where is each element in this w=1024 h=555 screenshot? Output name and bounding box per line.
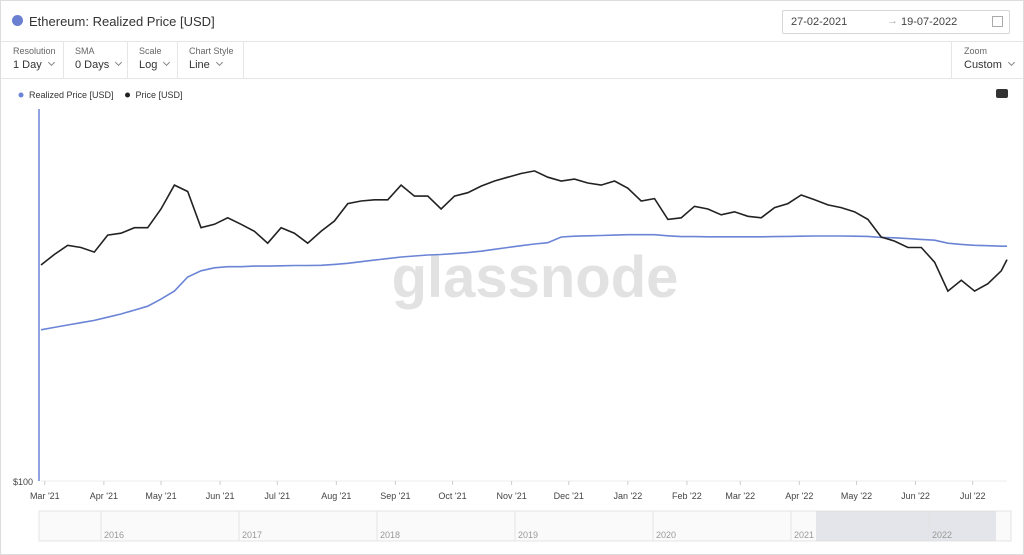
control-label: Chart Style bbox=[189, 46, 234, 56]
control-label: SMA bbox=[75, 46, 95, 56]
x-tick-label: Jun '22 bbox=[901, 491, 930, 501]
control[interactable]: Chart Style Line bbox=[177, 42, 244, 78]
watermark: glassnode bbox=[392, 245, 679, 310]
control-value[interactable]: Log bbox=[139, 58, 171, 71]
arrow: → bbox=[887, 15, 898, 27]
x-tick-label: Oct '21 bbox=[438, 491, 466, 501]
zoom-control[interactable]: Zoom Custom bbox=[951, 42, 1023, 78]
navigator-year: 2019 bbox=[518, 530, 538, 540]
series-line bbox=[40, 233, 1007, 331]
x-tick-label: May '22 bbox=[841, 491, 872, 501]
navigator-year: 2021 bbox=[794, 530, 814, 540]
legend-label: Realized Price [USD] bbox=[29, 90, 114, 100]
legend-label: Price [USD] bbox=[136, 90, 183, 100]
controls: Resolution 1 Day SMA 0 Days Scale Log Chart… bbox=[1, 42, 1023, 79]
legend-marker bbox=[125, 92, 131, 98]
camera-icon[interactable] bbox=[996, 89, 1008, 98]
control-value[interactable]: Line bbox=[189, 58, 223, 71]
x-tick-label: Mar '21 bbox=[30, 491, 60, 501]
x-tick-label: Apr '21 bbox=[90, 491, 118, 501]
control-label: Resolution bbox=[13, 46, 56, 56]
x-tick-label: May '21 bbox=[145, 491, 176, 501]
x-tick-label: Nov '21 bbox=[496, 491, 526, 501]
chart-title: Ethereum: Realized Price [USD] bbox=[29, 14, 215, 29]
control[interactable]: Scale Log bbox=[127, 42, 178, 78]
control-value[interactable]: 0 Days bbox=[75, 58, 123, 71]
navigator-selection[interactable] bbox=[816, 511, 996, 541]
chevron[interactable] bbox=[1007, 58, 1015, 67]
chevron[interactable] bbox=[47, 58, 55, 67]
x-tick-label: Feb '22 bbox=[672, 491, 702, 501]
navigator-year: 2018 bbox=[380, 530, 400, 540]
x-tick-label: Jan '22 bbox=[613, 491, 642, 501]
x-tick-label: Jul '22 bbox=[960, 491, 986, 501]
navigator-year: 2020 bbox=[656, 530, 676, 540]
date-range[interactable]: 27-02-2021 → 19-07-2022 bbox=[782, 10, 1010, 34]
x-tick-label: Jul '21 bbox=[264, 491, 290, 501]
x-tick-label: Mar '22 bbox=[725, 491, 755, 501]
navigator-year: 2016 bbox=[104, 530, 124, 540]
control-label: Zoom bbox=[964, 46, 988, 56]
x-tick-label: Aug '21 bbox=[321, 491, 351, 501]
navigator-year: 2022 bbox=[932, 530, 952, 540]
x-tick-label: Jun '21 bbox=[206, 491, 235, 501]
calendar-icon[interactable] bbox=[992, 16, 1003, 27]
legend-marker bbox=[18, 92, 24, 98]
x-tick-label: Sep '21 bbox=[380, 491, 410, 501]
y-tick-label: $100 bbox=[13, 477, 33, 487]
series-line bbox=[40, 170, 1008, 293]
navigator-year: 2017 bbox=[242, 530, 262, 540]
chart: glassnode $100 Mar '21 Apr '21 May '21 Jun '… bbox=[13, 89, 1012, 542]
x-tick-label: Dec '21 bbox=[554, 491, 584, 501]
x-tick-label: Apr '22 bbox=[785, 491, 813, 501]
date-from[interactable]: 27-02-2021 bbox=[791, 16, 848, 28]
control[interactable]: SMA 0 Days bbox=[63, 42, 128, 78]
date-to[interactable]: 19-07-2022 bbox=[901, 16, 958, 28]
eth-icon bbox=[12, 15, 23, 26]
control-value[interactable]: Custom bbox=[964, 58, 1015, 71]
control-label: Scale bbox=[139, 46, 162, 56]
control-value[interactable]: 1 Day bbox=[13, 58, 55, 71]
chevron[interactable] bbox=[215, 58, 223, 67]
control[interactable]: Resolution 1 Day bbox=[1, 42, 64, 78]
chevron[interactable] bbox=[163, 58, 171, 67]
chevron[interactable] bbox=[115, 58, 123, 67]
header: Ethereum: Realized Price [USD] 27-02-202… bbox=[1, 1, 1023, 42]
